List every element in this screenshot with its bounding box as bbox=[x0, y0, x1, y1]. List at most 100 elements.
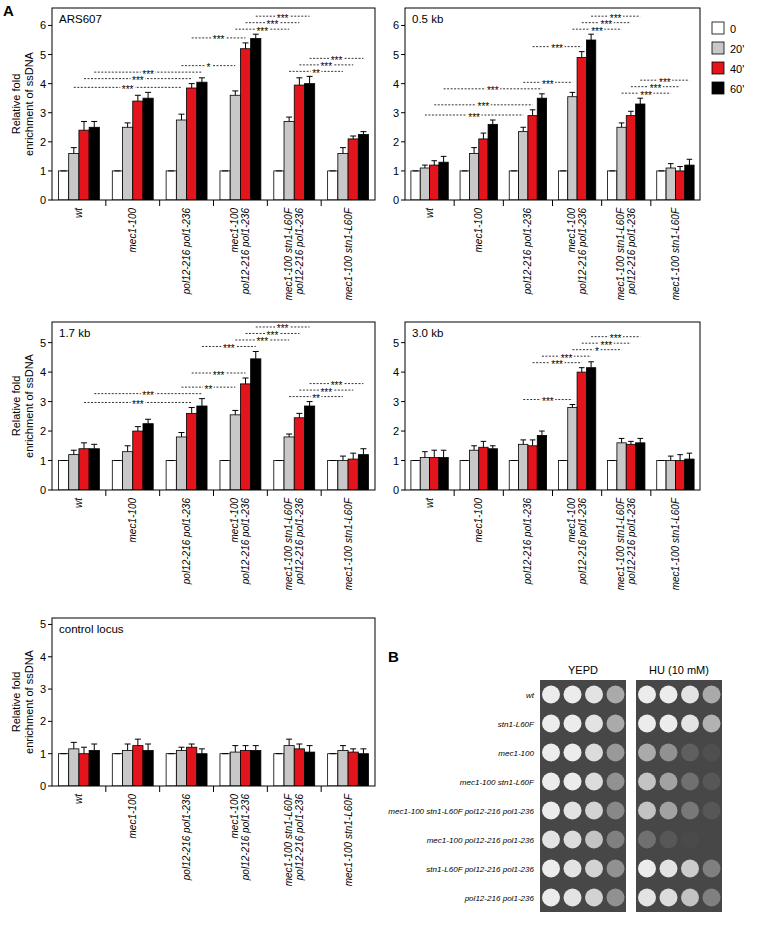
category-label-line: mec1-100 bbox=[566, 498, 577, 543]
y-tick-label: 4 bbox=[40, 78, 46, 90]
error-bar bbox=[125, 744, 131, 750]
error-bar bbox=[222, 170, 228, 171]
growth-spot bbox=[542, 831, 560, 849]
y-tick bbox=[48, 721, 52, 722]
y-tick bbox=[401, 431, 405, 432]
error-bar bbox=[307, 746, 313, 752]
growth-spot bbox=[564, 773, 582, 791]
bar bbox=[626, 116, 635, 200]
error-bar bbox=[530, 110, 536, 116]
bar bbox=[348, 139, 358, 200]
y-tick-label: 4 bbox=[40, 651, 46, 663]
error-bar bbox=[481, 133, 487, 139]
category-label: wt bbox=[73, 207, 84, 218]
error-bar bbox=[637, 438, 643, 442]
growth-spot bbox=[607, 889, 625, 907]
y-tick-label: 0 bbox=[393, 194, 399, 206]
error-bar bbox=[481, 441, 487, 447]
strain-label: stn1-L60F bbox=[498, 720, 535, 729]
bar bbox=[469, 450, 478, 490]
category-label-line: pol12-216 pol1-236 bbox=[522, 208, 533, 296]
y-tick bbox=[401, 141, 405, 142]
error-bar bbox=[199, 399, 205, 406]
y-tick-label: 2 bbox=[40, 136, 46, 148]
bar bbox=[509, 461, 518, 490]
plate-background bbox=[540, 680, 626, 912]
bar bbox=[284, 746, 294, 786]
bar bbox=[58, 461, 68, 490]
error-bar bbox=[422, 165, 428, 168]
category-label-line: pol12-216 pol1-236 bbox=[181, 208, 192, 296]
error-bar bbox=[296, 744, 302, 749]
category-label: mec1-100pol12-216 pol1-236 bbox=[229, 208, 251, 296]
bar bbox=[79, 130, 89, 200]
significance-label: *** bbox=[142, 69, 154, 80]
bar bbox=[675, 461, 684, 490]
category-label-line: mec1-100 bbox=[473, 208, 484, 253]
y-tick bbox=[401, 200, 405, 201]
legend-swatch bbox=[712, 22, 724, 34]
y-tick-label: 1 bbox=[393, 165, 399, 177]
y-tick bbox=[401, 490, 405, 491]
category-label-line: wt bbox=[424, 207, 435, 218]
category-label: mec1-100 stn1-L60F bbox=[343, 793, 354, 886]
figure: AB0123456wtmec1-100pol12-216 pol1-236mec… bbox=[0, 0, 766, 929]
category-label-line: pol12-216 pol1-236 bbox=[577, 498, 588, 586]
bar bbox=[338, 461, 348, 490]
y-tick bbox=[401, 112, 405, 113]
bar bbox=[636, 443, 645, 490]
category-label-line: wt bbox=[424, 497, 435, 508]
error-bar bbox=[668, 164, 674, 168]
column-header: YEPD bbox=[568, 664, 598, 676]
error-bar bbox=[471, 446, 477, 450]
y-tick bbox=[48, 372, 52, 373]
growth-spot bbox=[638, 715, 656, 733]
error-bar bbox=[441, 450, 447, 457]
significance-label: ** bbox=[204, 384, 212, 395]
bar bbox=[274, 461, 284, 490]
bar bbox=[133, 101, 143, 200]
y-tick-label: 5 bbox=[393, 337, 399, 349]
bar bbox=[89, 750, 99, 786]
growth-spot bbox=[585, 860, 603, 878]
growth-spot bbox=[607, 802, 625, 820]
y-tick-label: 4 bbox=[393, 78, 399, 90]
y-tick-label: 3 bbox=[40, 683, 46, 695]
group-separator bbox=[503, 200, 504, 206]
error-bar bbox=[340, 148, 346, 154]
category-label-line: mec1-100 bbox=[127, 794, 138, 839]
bar bbox=[240, 750, 250, 786]
y-tick-label: 4 bbox=[40, 366, 46, 378]
error-bar bbox=[145, 92, 151, 98]
y-tick bbox=[48, 624, 52, 625]
bar bbox=[230, 95, 240, 200]
y-tick bbox=[401, 372, 405, 373]
y-tick bbox=[48, 786, 52, 787]
growth-spot bbox=[681, 860, 699, 878]
bar bbox=[586, 40, 595, 200]
error-bar bbox=[199, 749, 205, 754]
significance-label: * bbox=[595, 346, 599, 357]
growth-spot bbox=[703, 802, 721, 820]
group-separator bbox=[105, 490, 106, 496]
y-tick bbox=[48, 112, 52, 113]
growth-spot bbox=[681, 744, 699, 762]
y-axis-title-line: Relative fold bbox=[10, 376, 22, 437]
strain-label: mec1-100 pol12-216 pol1-236 bbox=[427, 836, 535, 845]
error-bar bbox=[296, 78, 302, 85]
bar bbox=[675, 171, 684, 200]
error-bar bbox=[609, 460, 615, 461]
plot-marks bbox=[58, 351, 368, 490]
bar bbox=[685, 459, 694, 490]
category-label: pol12-216 pol1-236 bbox=[181, 208, 192, 296]
bar bbox=[251, 750, 261, 786]
bar bbox=[577, 57, 586, 200]
y-tick bbox=[48, 401, 52, 402]
category-label-line: pol12-216 pol1-236 bbox=[181, 794, 192, 882]
growth-spot bbox=[585, 773, 603, 791]
category-label: mec1-100 stn1-L60F bbox=[670, 207, 681, 300]
error-bar bbox=[490, 120, 496, 124]
group-separator bbox=[267, 490, 268, 496]
error-bar bbox=[560, 170, 566, 171]
plot-frame bbox=[52, 618, 375, 786]
